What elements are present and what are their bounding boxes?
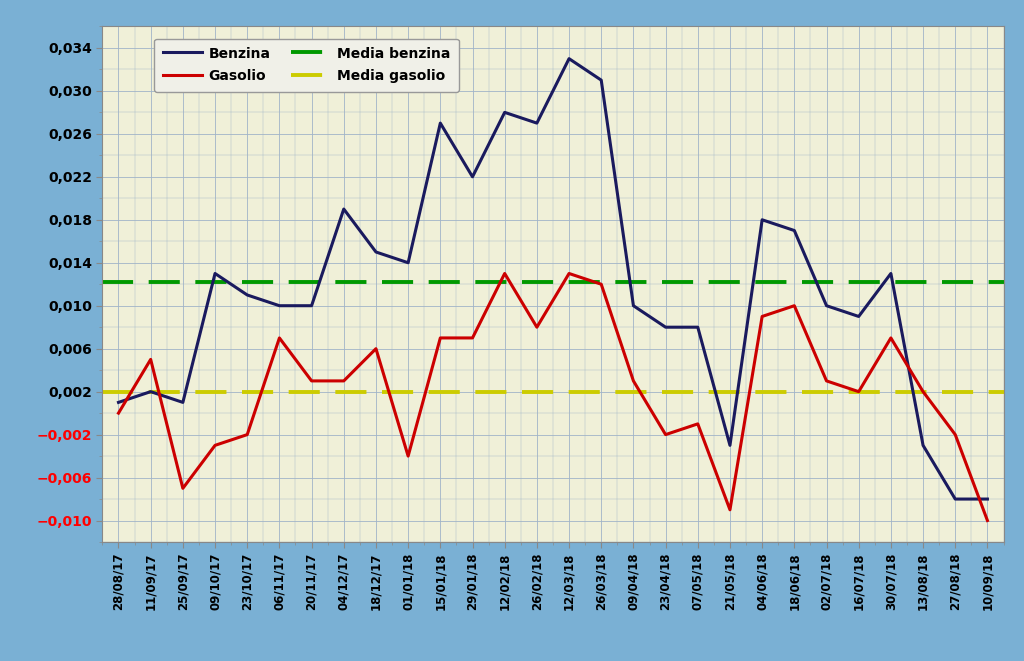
Legend: Benzina, Gasolio, Media benzina, Media gasolio: Benzina, Gasolio, Media benzina, Media g…: [155, 38, 459, 91]
